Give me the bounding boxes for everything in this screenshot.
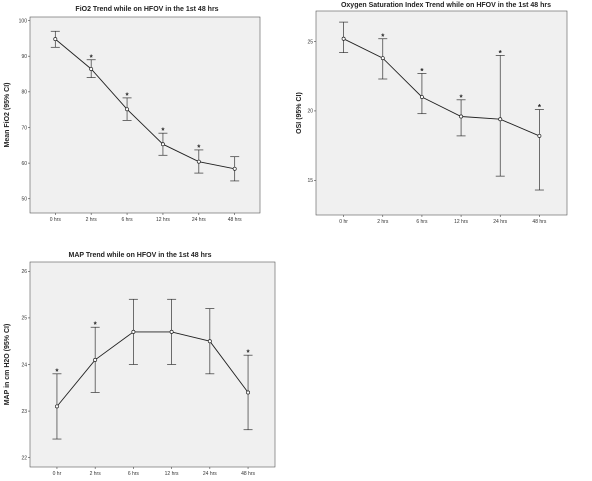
x-tick-label: 24 hrs — [192, 217, 206, 223]
y-tick-label: 50 — [21, 197, 27, 203]
y-axis-label: MAP in cm H2O (95% CI) — [4, 324, 11, 406]
significance-marker: * — [499, 49, 503, 58]
data-point — [160, 142, 165, 147]
chart-title: MAP Trend while on HFOV in the 1st 48 hr… — [68, 252, 211, 259]
data-point — [380, 56, 385, 61]
data-point — [125, 107, 130, 112]
y-tick-label: 25 — [307, 39, 313, 45]
significance-marker: * — [420, 67, 424, 76]
x-tick-label: 48 hrs — [228, 217, 242, 223]
osi-chart-panel: Oxygen Saturation Index Trend while on H… — [296, 0, 592, 236]
y-tick-label: 60 — [21, 161, 27, 167]
significance-marker: * — [460, 93, 464, 102]
y-tick-label: 15 — [307, 178, 313, 184]
x-tick-label: 48 hrs — [532, 219, 546, 225]
series-line — [56, 331, 249, 407]
significance-marker: * — [197, 143, 201, 152]
map-chart-panel: MAP Trend while on HFOV in the 1st 48 hr… — [0, 236, 296, 481]
series-line — [343, 38, 540, 137]
y-tick-label: 24 — [21, 362, 27, 368]
y-tick-label: 100 — [19, 18, 28, 24]
data-point — [419, 95, 424, 99]
x-tick-label: 48 hrs — [241, 471, 255, 477]
x-tick-label: 6 hrs — [121, 217, 133, 223]
significance-marker: * — [94, 321, 98, 330]
fio2-chart-panel: FiO2 Trend while on HFOV in the 1st 48 h… — [0, 0, 296, 236]
data-point — [459, 114, 464, 119]
significance-marker: * — [161, 127, 165, 136]
series-line — [55, 38, 235, 170]
x-tick-label: 2 hrs — [90, 471, 102, 477]
x-tick-label: 0 hr — [53, 471, 62, 477]
y-tick-label: 23 — [21, 409, 27, 415]
y-tick-label: 80 — [21, 90, 27, 96]
x-tick-label: 0 hrs — [50, 217, 62, 223]
data-point — [53, 37, 58, 42]
data-point — [537, 133, 542, 138]
y-tick-label: 90 — [21, 54, 27, 60]
y-axis-label: OSI (95% CI) — [296, 92, 303, 134]
x-tick-label: 2 hrs — [377, 219, 389, 225]
osi-trend-chart: Oxygen Saturation Index Trend while on H… — [296, 2, 568, 225]
data-point — [196, 159, 201, 164]
map-trend-chart: MAP Trend while on HFOV in the 1st 48 hr… — [4, 252, 276, 477]
data-point — [341, 36, 346, 41]
significance-marker: * — [538, 103, 542, 112]
chart-title: FiO2 Trend while on HFOV in the 1st 48 h… — [75, 6, 218, 13]
plot-area — [315, 10, 568, 216]
plot-area — [29, 261, 276, 468]
significance-marker: * — [90, 53, 94, 62]
x-tick-label: 12 hrs — [454, 219, 468, 225]
x-tick-label: 24 hrs — [493, 219, 507, 225]
x-tick-label: 24 hrs — [203, 471, 217, 477]
x-tick-label: 12 hrs — [156, 217, 170, 223]
significance-marker: * — [125, 91, 129, 100]
x-tick-label: 2 hrs — [86, 217, 98, 223]
x-tick-label: 0 hr — [339, 219, 348, 225]
data-point — [89, 67, 94, 71]
data-point — [93, 357, 98, 362]
significance-marker: * — [55, 367, 59, 376]
x-tick-label: 6 hrs — [128, 471, 140, 477]
fio2-trend-chart: FiO2 Trend while on HFOV in the 1st 48 h… — [4, 6, 261, 223]
data-point — [131, 329, 136, 334]
significance-marker: * — [246, 349, 250, 358]
y-tick-label: 70 — [21, 125, 27, 131]
x-tick-label: 12 hrs — [165, 471, 179, 477]
data-point — [169, 329, 174, 334]
y-tick-label: 20 — [307, 109, 313, 115]
data-point — [246, 390, 250, 395]
y-tick-label: 22 — [21, 455, 27, 461]
data-point — [232, 166, 237, 171]
chart-title: Oxygen Saturation Index Trend while on H… — [341, 2, 551, 9]
significance-marker: * — [381, 32, 385, 41]
data-point — [498, 117, 503, 122]
y-tick-label: 25 — [21, 316, 27, 322]
data-point — [55, 404, 59, 409]
data-point — [207, 339, 212, 344]
x-tick-label: 6 hrs — [416, 219, 428, 225]
y-axis-label: Mean FiO2 (95% CI) — [4, 83, 11, 148]
y-tick-label: 26 — [21, 269, 27, 275]
